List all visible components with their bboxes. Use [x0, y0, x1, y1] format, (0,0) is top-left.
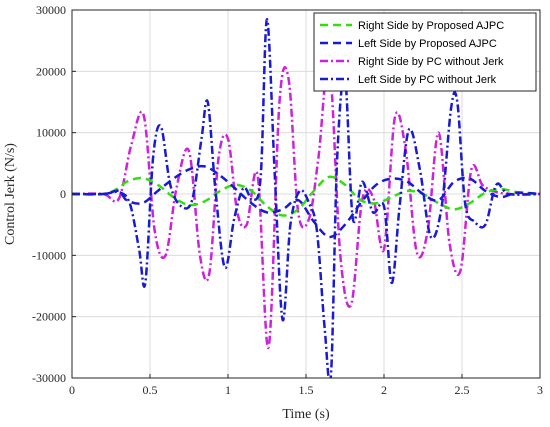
- legend-entry-3: Left Side by PC without Jerk: [358, 74, 497, 86]
- x-tick-label: 1: [225, 383, 231, 397]
- series-line-0: [72, 175, 540, 217]
- y-tick-label: -30000: [32, 371, 66, 385]
- legend-entry-0: Right Side by Proposed AJPC: [358, 20, 504, 32]
- y-tick-label: 0: [60, 187, 66, 201]
- y-tick-label: 20000: [36, 64, 66, 78]
- x-tick-label: 3: [537, 383, 543, 397]
- x-tick-label: 0.5: [143, 383, 158, 397]
- y-tick-label: 10000: [36, 126, 66, 140]
- x-tick-label: 0: [69, 383, 75, 397]
- series-layer: [72, 17, 540, 378]
- series-line-1: [72, 164, 540, 239]
- legend: Right Side by Proposed AJPC Left Side by …: [313, 12, 537, 92]
- x-tick-label: 1.5: [299, 383, 314, 397]
- legend-entry-2: Right Side by PC without Jerk: [358, 56, 504, 68]
- legend-entry-1: Left Side by Proposed AJPC: [358, 38, 497, 50]
- y-tick-label: -10000: [32, 248, 66, 262]
- series-line-2: [72, 61, 540, 349]
- x-tick-label: 2.5: [455, 383, 470, 397]
- x-tick-label: 2: [381, 383, 387, 397]
- y-tick-label: -20000: [32, 310, 66, 324]
- y-axis-label: Control Jerk (N/s): [3, 143, 18, 245]
- series-line-3: [72, 17, 540, 378]
- y-tick-label: 30000: [36, 3, 66, 17]
- tick-layer: 0 0.5 1 1.5 2 2.5 3 -30000 -20000 -10000 0 10000 200…: [32, 3, 543, 397]
- x-axis-label: Time (s): [282, 407, 330, 422]
